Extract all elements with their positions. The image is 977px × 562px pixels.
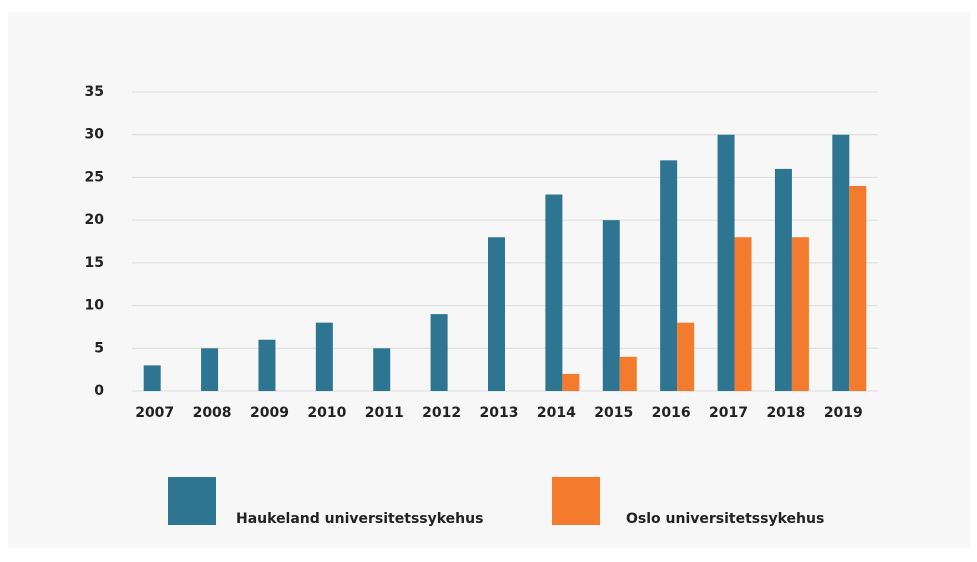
legend-label: Oslo universitetssykehus — [626, 511, 824, 527]
bar — [774, 168, 792, 391]
y-tick-label: 25 — [85, 169, 104, 185]
bar — [791, 237, 809, 391]
bar — [545, 194, 563, 391]
y-tick-label: 35 — [85, 84, 104, 100]
bar — [201, 348, 219, 391]
x-tick-label: 2010 — [307, 405, 346, 421]
x-tick-label: 2014 — [537, 405, 576, 421]
x-tick-label: 2018 — [766, 405, 805, 421]
bar — [562, 373, 580, 391]
bar — [832, 134, 850, 391]
x-tick-label: 2007 — [135, 405, 174, 421]
legend-label: Haukeland universitetssykehus — [236, 511, 483, 527]
bar — [315, 322, 333, 391]
y-tick-label: 30 — [85, 127, 105, 143]
x-tick-label: 2009 — [250, 405, 289, 421]
x-tick-label: 2017 — [709, 405, 748, 421]
bar — [143, 365, 161, 391]
y-tick-label: 20 — [85, 212, 105, 228]
y-tick-label: 10 — [85, 298, 105, 314]
x-tick-label: 2008 — [193, 405, 232, 421]
x-tick-label: 2012 — [422, 405, 461, 421]
legend-swatch — [168, 477, 216, 525]
bar — [660, 160, 678, 391]
x-tick-label: 2013 — [480, 405, 519, 421]
bar — [717, 134, 735, 391]
bar — [488, 237, 505, 391]
bar — [734, 237, 752, 391]
x-tick-label: 2019 — [824, 405, 863, 421]
bar — [602, 220, 620, 391]
bar — [258, 339, 276, 391]
bar — [373, 348, 391, 391]
y-tick-label: 5 — [94, 340, 104, 356]
x-tick-label: 2016 — [652, 405, 691, 421]
bar — [430, 314, 448, 391]
y-tick-label: 0 — [94, 383, 104, 399]
bar — [677, 322, 695, 391]
bar — [849, 185, 867, 391]
legend-swatch — [552, 477, 600, 525]
x-tick-label: 2011 — [365, 405, 404, 421]
y-tick-label: 15 — [85, 255, 104, 271]
bar — [619, 356, 637, 391]
x-tick-label: 2015 — [594, 405, 633, 421]
